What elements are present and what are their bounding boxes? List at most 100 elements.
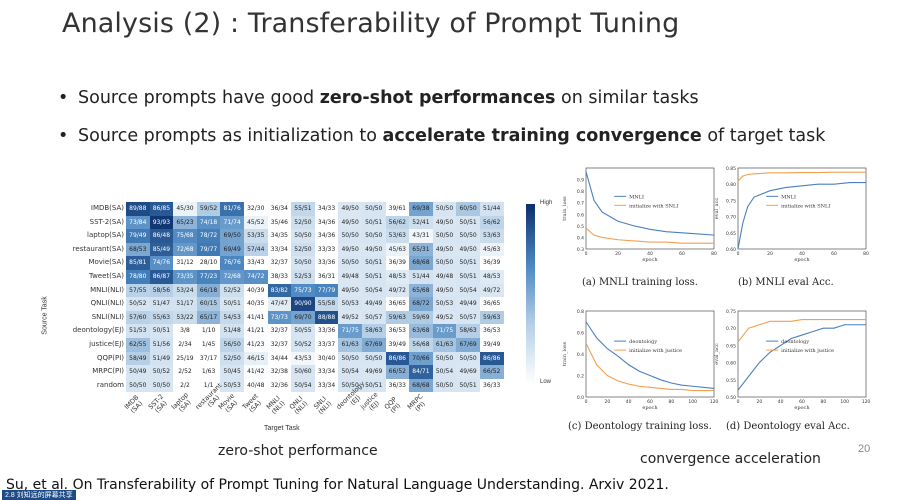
y-tick-label: 0.60	[726, 247, 736, 253]
legend-label: deontology	[629, 339, 657, 345]
heatmap-cell: 37/17	[196, 351, 221, 366]
y-tick-label: 0.0	[577, 395, 584, 401]
bullet-bold: zero-shot performances	[319, 88, 556, 108]
series-line	[585, 343, 714, 392]
heatmap-row-label: laptop(SA)	[87, 231, 124, 240]
heatmap-cell: 78/80	[126, 269, 150, 284]
heatmap-cell: 84/71	[409, 365, 433, 379]
legend-label: MNLI	[781, 194, 796, 200]
x-tick-label: 80	[711, 251, 717, 257]
heatmap-cell: 36/39	[479, 256, 504, 270]
heatmap-cell: 49/52	[338, 310, 362, 325]
heatmap-cell: 53/63	[385, 229, 410, 243]
heatmap-cell: 48/53	[479, 269, 504, 284]
y-tick-label: 0.2	[577, 374, 584, 380]
series-line	[737, 319, 866, 343]
heatmap-cell: 49/72	[385, 283, 410, 298]
heatmap-row-label: QNLI(NLI)	[90, 299, 124, 308]
heatmap-cell: 32/30	[243, 202, 268, 216]
heatmap-cell: 50/60	[291, 365, 315, 379]
citation: Su, et al. On Transferability of Prompt …	[6, 477, 669, 493]
heatmap-cell: 77/79	[314, 283, 339, 298]
heatmap-cell: 49/69	[456, 365, 480, 379]
heatmap-cell: 57/44	[243, 242, 268, 257]
bullet-text: of target task	[701, 126, 826, 146]
y-tick-label: 0.3	[577, 247, 584, 253]
heatmap-cell: 49/69	[361, 365, 386, 379]
y-tick-label: 0.55	[726, 378, 736, 384]
heatmap-cell: 47/47	[267, 297, 292, 311]
heatmap-cell: 69/38	[409, 202, 433, 216]
heatmap-cell: 45/63	[385, 242, 410, 257]
heatmap-cell: 68/53	[126, 242, 150, 257]
x-axis-label: epoch	[642, 257, 658, 263]
legend-label: MNLI	[629, 194, 644, 200]
heatmap-cell: 34/44	[267, 351, 292, 366]
heatmap-col-label: QNLI (NLI)	[287, 394, 310, 417]
heatmap-cell: 50/50	[338, 351, 362, 366]
y-tick-label: 0.70	[726, 215, 736, 221]
heatmap-cell: 73/73	[267, 310, 292, 325]
heatmap-cell: 30/40	[314, 351, 339, 366]
bullet-text: on similar tasks	[555, 88, 699, 108]
x-tick-label: 100	[840, 399, 849, 405]
heatmap-cell: 50/54	[432, 365, 457, 379]
heatmap-col-labels: IMDB (SA) SST-2 (SA) laptop (SA) restaurant…	[123, 380, 504, 424]
heatmap-cell: 36/53	[479, 324, 504, 338]
heatmap-cell: 32/37	[267, 256, 292, 270]
heatmap-cell: 51/53	[126, 324, 150, 338]
heatmap-cell: 59/52	[196, 202, 221, 216]
y-tick-label: 0.50	[726, 395, 736, 401]
heatmap-cell: 31/12	[173, 256, 197, 270]
page-number: 20	[858, 443, 871, 455]
heatmap-cell: 33/36	[314, 256, 339, 270]
screen-share-tag: 2.8 刘知远的屏幕共享	[2, 490, 76, 500]
y-tick-label: 0.8	[577, 309, 584, 315]
heatmap-cell: 1/1	[196, 378, 221, 393]
heatmap-cell: 32/37	[267, 324, 292, 338]
heatmap-col-label: MRPC (PI)	[405, 392, 428, 414]
heatmap-cell: 50/57	[361, 310, 386, 325]
x-tick-label: 0	[737, 251, 740, 257]
heatmap-cell: 49/50	[432, 242, 457, 257]
citation-authors[interactable]: Su, et al.	[6, 477, 69, 493]
heatmap-cell: 68/68	[409, 256, 433, 270]
x-axis-label: epoch	[642, 405, 658, 411]
heatmap-cell: 49/50	[432, 283, 457, 298]
heatmap-cell: 49/50	[338, 283, 362, 298]
heatmap-cell: 58/63	[456, 324, 480, 338]
heatmap-cell: 2/52	[173, 365, 197, 379]
heatmap-cell: 65/17	[196, 310, 221, 325]
heatmap-cell: 41/21	[243, 324, 268, 338]
x-axis-label: epoch	[794, 405, 810, 411]
x-tick-label: 20	[756, 399, 762, 405]
heatmap-cell: 28/10	[196, 256, 221, 270]
heatmap-cell: 88/88	[314, 310, 339, 325]
citation-title: On Transferability of Prompt Tuning for …	[68, 477, 669, 493]
heatmap-cell: 86/86	[385, 351, 410, 366]
heatmap-cell: 50/50	[456, 351, 480, 366]
heatmap-cell: 50/50	[432, 229, 457, 243]
heatmap-cell: 50/50	[126, 378, 150, 393]
heatmap-cell: 56/68	[409, 337, 433, 352]
heatmap-cell: 50/50	[361, 351, 386, 366]
heatmap-cell: 52/41	[409, 215, 433, 230]
heatmap-cell: 69/49	[220, 242, 244, 257]
y-tick-label: 0.85	[726, 166, 736, 172]
heatmap-cell: 77/23	[196, 269, 221, 284]
heatmap-cell: 53/63	[479, 229, 504, 243]
heatmap-cell: 41/41	[243, 310, 268, 325]
heatmap-cell: 36/33	[479, 378, 504, 393]
heatmap-cell: 83/82	[267, 283, 292, 298]
heatmap-cell: 59/63	[479, 310, 504, 325]
heatmap-cell: 49/48	[432, 269, 457, 284]
heatmap-cell: 50/50	[291, 256, 315, 270]
heatmap-cell: 45/63	[479, 242, 504, 257]
heatmap-cell: 34/36	[314, 229, 339, 243]
heatmap-cell: 1/63	[196, 365, 221, 379]
heatmap-cell: 66/52	[479, 365, 504, 379]
heatmap-cell: 51/49	[149, 351, 174, 366]
heatmap-cell: 49/52	[432, 310, 457, 325]
heatmap-cell: 61/63	[432, 337, 457, 352]
y-tick-label: 0.75	[726, 309, 736, 315]
